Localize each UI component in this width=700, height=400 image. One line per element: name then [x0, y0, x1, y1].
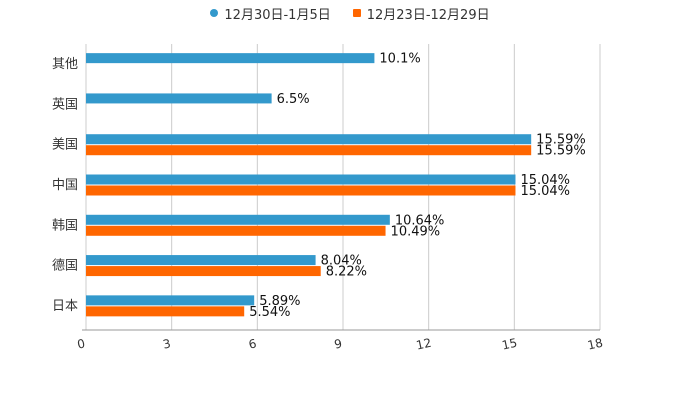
- data-label: 15.04%: [520, 184, 570, 199]
- bar-series-2: [86, 185, 516, 196]
- bar-series-1: [86, 255, 316, 266]
- legend-marker-series-2: [352, 9, 361, 17]
- legend: 12月30日-1月5日 12月23日-12月29日: [0, 4, 700, 23]
- bar-series-1: [86, 174, 516, 185]
- x-tick-label: 15: [501, 336, 519, 353]
- data-label: 15.04%: [520, 173, 570, 188]
- bar-series-2: [86, 306, 245, 317]
- legend-label-series-1: 12月30日-1月5日: [224, 7, 331, 23]
- y-category-label: 日本: [52, 299, 78, 314]
- data-label: 10.64%: [395, 213, 445, 228]
- y-category-label: 德国: [52, 259, 78, 274]
- bar-series-1: [86, 295, 255, 306]
- x-tick-label: 18: [586, 336, 604, 353]
- y-category-label: 其他: [52, 57, 78, 72]
- bar-series-1: [86, 93, 272, 104]
- data-label: 5.89%: [259, 294, 300, 309]
- bar-series-2: [86, 266, 321, 277]
- y-category-label: 中国: [52, 178, 78, 193]
- data-label: 8.04%: [321, 254, 362, 269]
- legend-label-series-2: 12月23日-12月29日: [366, 7, 490, 23]
- bar-series-2: [86, 145, 532, 156]
- data-label: 6.5%: [277, 92, 310, 107]
- data-label: 15.59%: [536, 144, 586, 159]
- x-tick-label: 6: [247, 336, 257, 351]
- legend-item-series-2[interactable]: 12月23日-12月29日: [352, 4, 490, 23]
- data-label: 8.22%: [326, 265, 367, 280]
- x-tick-label: 12: [415, 336, 433, 353]
- bar-series-1: [86, 134, 532, 145]
- data-label: 10.49%: [391, 224, 441, 239]
- y-category-label: 英国: [52, 97, 78, 112]
- bar-series-1: [86, 53, 375, 64]
- x-tick-label: 0: [76, 336, 86, 351]
- bar-series-2: [86, 225, 386, 236]
- x-tick-label: 9: [333, 336, 343, 351]
- y-category-label: 韩国: [52, 218, 78, 233]
- data-label: 5.54%: [249, 305, 290, 320]
- data-label: 15.59%: [536, 133, 586, 148]
- y-category-label: 美国: [52, 138, 78, 153]
- bar-series-1: [86, 214, 390, 225]
- legend-item-series-1[interactable]: 12月30日-1月5日: [210, 4, 331, 23]
- legend-marker-series-1: [210, 9, 219, 17]
- data-label: 10.1%: [379, 52, 420, 67]
- x-tick-label: 3: [162, 336, 172, 351]
